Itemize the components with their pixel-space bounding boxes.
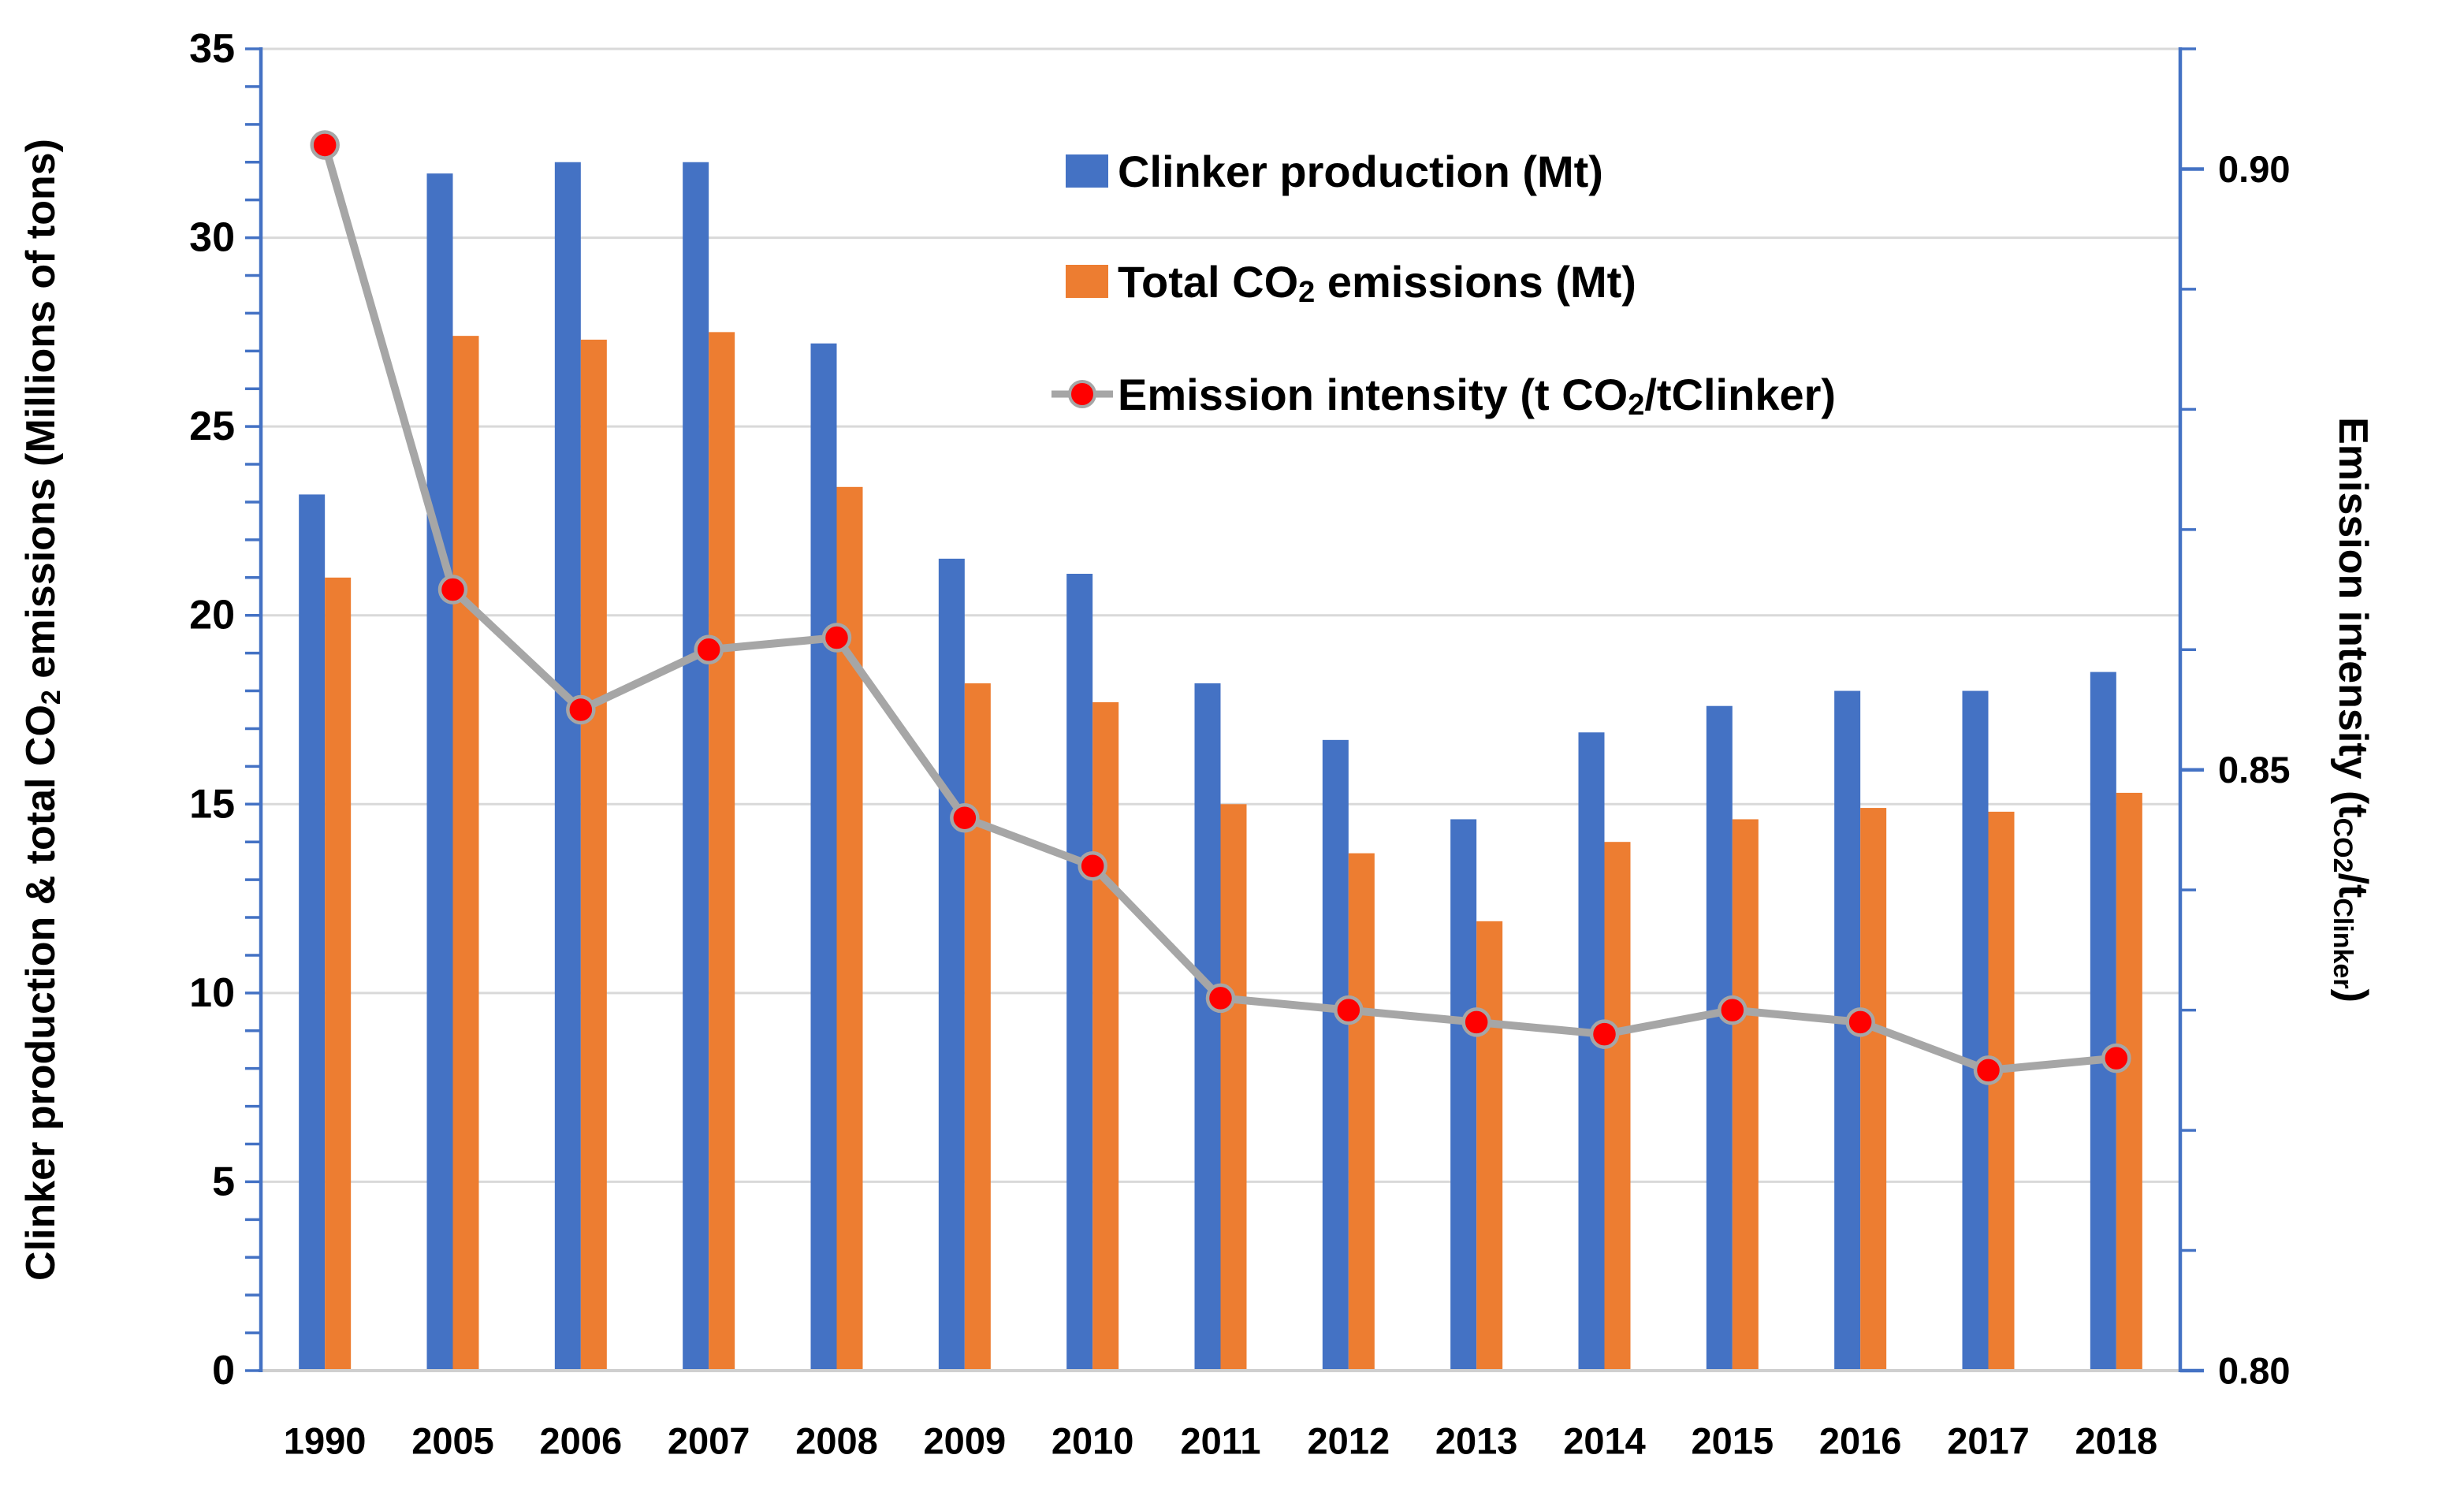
legend-item-co2: Total CO2 emissions (Mt) [1066, 257, 1636, 310]
left-axis-tick-label: 35 [189, 26, 235, 72]
left-axis-labels: 0 5 10 15 20 25 30 35 [189, 26, 235, 1393]
left-axis-tick-label: 5 [212, 1159, 235, 1204]
intensity-dot-1990 [310, 130, 340, 160]
bar-co2-2016 [1860, 808, 1887, 1371]
intensity-dot-2009 [950, 802, 980, 833]
x-axis-tick-label: 2009 [924, 1420, 1007, 1462]
bar-co2-2013 [1476, 921, 1503, 1371]
bar-clinker-2015 [1706, 705, 1733, 1371]
x-axis-tick-label: 2005 [411, 1420, 494, 1462]
bar-co2-2007 [709, 332, 735, 1371]
intensity-dot-2005 [437, 575, 468, 605]
right-axis-title: Emission intensity (tCO2/tClinker) [2328, 417, 2376, 1003]
x-axis-tick-label: 2018 [2075, 1420, 2158, 1462]
bar-co2-2009 [964, 683, 991, 1371]
intensity-dot-2010 [1078, 850, 1107, 881]
bar-clinker-2007 [683, 162, 709, 1371]
bar-co2-2012 [1348, 853, 1375, 1371]
legend-label: Emission intensity (t CO2/tClinker) [1118, 370, 1836, 422]
intensity-dot-2008 [821, 623, 852, 653]
x-axis-labels: 1990 2005 2006 2007 2008 2009 2010 2011 2012 2013… [284, 1420, 2157, 1462]
legend: Clinker production (Mt) Total CO2 emissio… [1051, 147, 1836, 422]
x-axis-tick-label: 2017 [1947, 1420, 2030, 1462]
bar-co2-2015 [1732, 819, 1759, 1371]
intensity-dot-2007 [694, 634, 724, 665]
intensity-dot-2013 [1461, 1007, 1491, 1037]
right-axis-tick-label: 0.85 [2218, 749, 2290, 791]
left-axis-tick-label: 25 [189, 404, 235, 449]
bar-clinker-2011 [1194, 683, 1221, 1371]
intensity-dot-2006 [566, 694, 596, 725]
x-axis-tick-label: 2014 [1563, 1420, 1646, 1462]
left-axis-tick-label: 15 [189, 781, 235, 827]
bar-clinker-2005 [426, 173, 453, 1371]
left-axis-tick-label: 0 [212, 1348, 235, 1393]
bar-co2-2005 [452, 336, 479, 1371]
x-axis-tick-label: 2016 [1819, 1420, 1902, 1462]
x-axis-tick-label: 2006 [540, 1420, 623, 1462]
bar-series-clinker [299, 162, 2116, 1371]
bar-clinker-2014 [1578, 732, 1605, 1371]
left-axis-tick-label: 10 [189, 970, 235, 1016]
bar-clinker-2006 [554, 162, 581, 1371]
right-axis [2178, 47, 2204, 1373]
x-axis-tick-label: 1990 [284, 1420, 367, 1462]
legend-swatch [1066, 154, 1108, 188]
bar-co2-2010 [1092, 701, 1119, 1371]
intensity-dot-2017 [1973, 1055, 2004, 1085]
right-axis-labels: 0.80 0.85 0.90 [2218, 148, 2290, 1392]
intensity-dot-2011 [1205, 983, 1236, 1014]
intensity-dot-2015 [1718, 995, 1748, 1025]
bar-co2-2011 [1220, 804, 1247, 1371]
bar-clinker-2018 [2090, 672, 2116, 1371]
x-axis-tick-label: 2007 [668, 1420, 750, 1462]
intensity-dot-2012 [1334, 995, 1364, 1025]
intensity-dot-2018 [2101, 1043, 2131, 1073]
bar-clinker-2010 [1066, 574, 1093, 1371]
bar-co2-2014 [1604, 842, 1631, 1371]
left-axis [245, 47, 263, 1372]
bar-clinker-2017 [1962, 690, 1989, 1371]
legend-label: Clinker production (Mt) [1118, 147, 1603, 196]
legend-swatch [1066, 265, 1108, 298]
bar-clinker-2013 [1450, 819, 1477, 1371]
bar-clinker-1990 [299, 494, 326, 1371]
bar-clinker-2012 [1322, 739, 1349, 1371]
bar-co2-2017 [1988, 811, 2015, 1371]
x-axis-tick-label: 2012 [1308, 1420, 1390, 1462]
legend-dot-marker [1068, 380, 1096, 408]
legend-item-intensity: Emission intensity (t CO2/tClinker) [1051, 370, 1836, 422]
intensity-dot-2016 [1845, 1007, 1875, 1037]
x-axis-tick-label: 2015 [1692, 1420, 1774, 1462]
x-axis-tick-label: 2008 [795, 1420, 878, 1462]
left-axis-tick-label: 30 [189, 215, 235, 261]
intensity-dot-2014 [1589, 1019, 1620, 1049]
bar-clinker-2008 [810, 343, 837, 1371]
intensity-series [310, 130, 2131, 1085]
x-axis-tick-label: 2011 [1181, 1420, 1261, 1462]
bar-clinker-2009 [938, 558, 965, 1371]
bar-co2-2006 [580, 339, 607, 1371]
legend-item-clinker: Clinker production (Mt) [1066, 147, 1603, 196]
x-axis-tick-label: 2013 [1435, 1420, 1518, 1462]
right-axis-tick-label: 0.80 [2218, 1350, 2290, 1392]
right-axis-tick-label: 0.90 [2218, 148, 2290, 190]
legend-label: Total CO2 emissions (Mt) [1118, 257, 1636, 310]
x-axis-tick-label: 2010 [1051, 1420, 1134, 1462]
left-axis-title: Clinker production & total CO2 emissions… [18, 139, 66, 1281]
left-axis-tick-label: 20 [189, 593, 235, 638]
bar-co2-2018 [2116, 792, 2142, 1371]
bar-co2-2008 [836, 486, 863, 1371]
bar-co2-1990 [325, 577, 352, 1371]
